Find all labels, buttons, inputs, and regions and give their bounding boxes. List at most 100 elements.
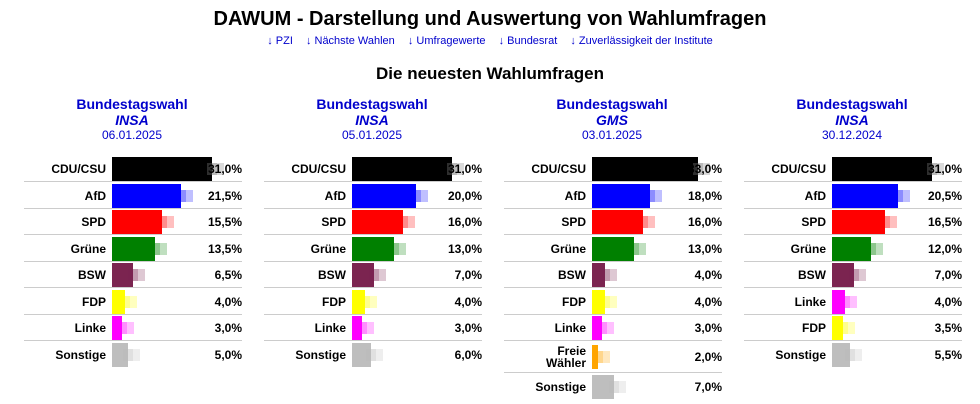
value-label: 7,0% <box>934 268 962 282</box>
bar-trend-marker <box>703 163 710 175</box>
value-label: 3,0% <box>214 321 242 335</box>
party-label: CDU/CSU <box>771 162 826 176</box>
bar-afd <box>112 183 182 208</box>
bar-trend-marker <box>359 295 370 308</box>
bar-cdu-csu <box>592 157 698 181</box>
value-label: 12,0% <box>927 241 962 256</box>
value-label: 21,5% <box>207 188 242 203</box>
party-label: Linke <box>794 294 826 309</box>
bar-afd <box>592 183 650 208</box>
poll-row-gr-ne: Grüne 13,0% <box>264 236 482 262</box>
bar-afd <box>832 183 898 208</box>
party-label: SPD <box>81 215 106 229</box>
poll-row-spd: SPD 16,5% <box>744 209 962 235</box>
poll-row-linke: Linke 3,0% <box>504 315 722 341</box>
section-title: Die neuesten Wahlumfragen <box>376 64 604 83</box>
value-label: 31,0% <box>447 162 482 176</box>
value-label: 13,5% <box>207 241 242 256</box>
bar-fdp <box>112 289 125 314</box>
bar-sonstige <box>352 342 372 367</box>
poll-row-freie-w-hler: Freie Wähler 2,0% <box>504 342 722 373</box>
party-label: BSW <box>78 268 106 282</box>
party-label: Grüne <box>310 241 346 256</box>
value-label: 4,0% <box>694 268 722 282</box>
bar-fdp <box>592 289 605 314</box>
bar-trend-marker <box>936 163 944 175</box>
bar-trend-marker <box>421 189 429 202</box>
poll-date: 05.01.2025 <box>341 128 403 142</box>
party-label: Linke <box>314 321 346 335</box>
bar-trend-marker <box>596 322 607 334</box>
nav-link-umfragewerte[interactable]: ↓ Umfragewerte <box>407 35 486 47</box>
party-label: AfD <box>564 188 586 203</box>
party-label: Sonstige <box>295 347 346 362</box>
poll-row-sonstige: Sonstige 5,5% <box>744 342 962 368</box>
nav-link-naechste-wahlen[interactable]: ↓ Nächste Wahlen <box>305 35 395 47</box>
poll-institute: INSA <box>835 112 869 128</box>
value-label: 4,0% <box>454 294 482 309</box>
bar-trend-marker <box>902 189 910 202</box>
bar-trend-marker <box>156 216 167 228</box>
poll-row-afd: AfD 18,0% <box>504 183 722 209</box>
nav-link-bundesrat[interactable]: ↓ Bundesrat <box>498 35 558 47</box>
poll-date: 30.12.2024 <box>821 128 883 142</box>
bar-trend-marker <box>609 380 620 393</box>
value-label: 16,5% <box>927 215 962 229</box>
bar-trend-marker <box>369 269 380 281</box>
value-label: 5,0% <box>214 347 242 362</box>
value-label: 20,5% <box>927 188 962 203</box>
bar-linke <box>112 316 122 340</box>
bar-trend-marker <box>376 348 384 361</box>
poll-row-gr-ne: Grüne 13,5% <box>24 236 242 262</box>
bar-trend-marker <box>839 295 850 308</box>
bar-trend-marker <box>119 295 130 308</box>
value-label: 13,0% <box>447 241 482 256</box>
poll-row-afd: AfD 21,5% <box>24 183 242 209</box>
bar-trend-marker <box>160 242 168 255</box>
value-label: 13,0% <box>687 241 722 256</box>
bar-trend-marker <box>369 295 377 308</box>
value-label: 3,0% <box>454 321 482 335</box>
poll-row-bsw: BSW 7,0% <box>744 262 962 288</box>
bar-gr-ne <box>832 236 871 261</box>
bar-trend-marker <box>127 269 138 281</box>
poll-row-bsw: BSW 6,5% <box>24 262 242 288</box>
nav-link-zuverlaessigkeit[interactable]: ↓ Zuverlässigkeit der Institute <box>570 35 713 47</box>
bar-trend-marker <box>137 269 145 281</box>
bar-trend-marker <box>398 216 409 228</box>
party-label: Sonstige <box>55 347 106 362</box>
bar-trend-marker <box>456 163 464 175</box>
poll-row-linke: Linke 3,0% <box>24 315 242 341</box>
value-label: 4,0% <box>214 294 242 309</box>
bar-trend-marker <box>890 216 897 228</box>
poll-row-cdu-csu: CDU/CSU 33,0% <box>504 156 722 182</box>
poll-header: Bundestagswahl INSA 05.01.2025 <box>292 96 452 142</box>
bar-spd <box>352 210 404 234</box>
poll-row-spd: SPD 15,5% <box>24 209 242 235</box>
poll-parliament: Bundestagswahl <box>556 96 668 112</box>
poll-parliament: Bundestagswahl <box>76 96 188 112</box>
bar-trend-marker <box>628 242 639 255</box>
bar-trend-marker <box>123 348 134 361</box>
nav-link-pzi[interactable]: ↓ PZI <box>267 35 293 47</box>
party-label: AfD <box>324 188 346 203</box>
bar-sonstige <box>592 374 615 399</box>
party-label: SPD <box>321 215 346 229</box>
value-label: 5,5% <box>934 347 962 362</box>
bar-bsw <box>352 263 375 287</box>
poll-row-spd: SPD 16,0% <box>264 209 482 235</box>
poll-row-fdp: FDP 4,0% <box>504 289 722 315</box>
party-label: SPD <box>561 215 586 229</box>
bar-gr-ne <box>112 236 156 261</box>
bar-trend-marker <box>216 163 224 175</box>
bar-trend-marker <box>411 189 422 202</box>
party-label: FDP <box>82 294 106 309</box>
value-label: 6,0% <box>454 347 482 362</box>
bar-spd <box>112 210 162 234</box>
poll-institute: INSA <box>115 112 149 128</box>
bar-trend-marker <box>638 242 646 255</box>
party-label: FDP <box>802 321 826 335</box>
bar-trend-marker <box>844 348 855 361</box>
party-label: CDU/CSU <box>51 162 106 176</box>
bar-trend-marker <box>609 269 617 281</box>
